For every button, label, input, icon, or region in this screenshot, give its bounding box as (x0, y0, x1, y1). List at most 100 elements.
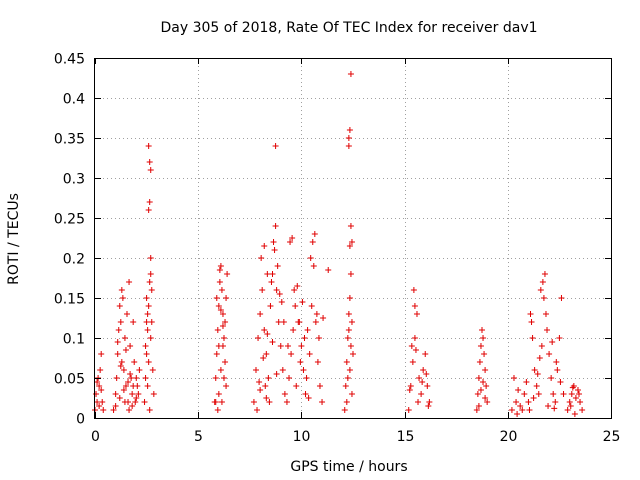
data-point (132, 399, 139, 405)
data-point (276, 291, 283, 297)
data-point (94, 379, 101, 385)
y-tick-label: 0.05 (54, 372, 85, 388)
data-point (147, 335, 154, 341)
data-point (529, 335, 536, 341)
data-point (544, 327, 551, 333)
data-point (409, 359, 416, 365)
data-point (127, 371, 134, 377)
data-point (141, 399, 148, 405)
y-tick-labels: 0 0.05 0.1 0.15 0.2 0.25 0.3 0.35 0.4 0.45 (54, 52, 85, 428)
data-point (147, 167, 154, 173)
data-point (411, 303, 418, 309)
data-point (406, 387, 413, 393)
data-point (309, 239, 316, 245)
data-point (348, 319, 355, 325)
data-point (571, 411, 578, 417)
data-point (320, 315, 327, 321)
data-point (481, 351, 488, 357)
data-point (473, 407, 480, 413)
data-point (474, 391, 481, 397)
data-point (281, 391, 288, 397)
data-point (212, 399, 219, 405)
data-point (482, 367, 489, 373)
data-point (545, 403, 552, 409)
y-tick-label: 0.15 (54, 292, 85, 308)
data-point (222, 359, 229, 365)
data-point (112, 391, 119, 397)
data-point (122, 347, 129, 353)
data-point (126, 279, 133, 285)
data-point (291, 287, 298, 293)
data-point (258, 255, 265, 261)
data-point (214, 407, 221, 413)
data-point (347, 223, 354, 229)
data-point (350, 351, 356, 357)
data-point (142, 375, 149, 381)
data-point (262, 383, 269, 389)
data-point (546, 351, 553, 357)
data-point (212, 375, 219, 381)
data-point (96, 383, 103, 389)
data-point (268, 279, 275, 285)
data-point (218, 399, 225, 405)
data-point (303, 375, 310, 381)
x-tick-label: 10 (293, 429, 311, 445)
data-point (217, 307, 224, 313)
data-point (110, 407, 117, 413)
data-point (341, 407, 348, 413)
data-point (269, 271, 276, 277)
data-point (311, 231, 318, 237)
data-point (122, 383, 129, 389)
axis-ticks (95, 58, 612, 419)
data-point (542, 311, 549, 317)
data-point (523, 379, 530, 385)
data-point (345, 311, 352, 317)
data-point (301, 335, 308, 341)
data-point (310, 263, 317, 269)
data-point (263, 351, 270, 357)
data-point (277, 343, 284, 349)
data-point (118, 287, 125, 293)
data-point (410, 287, 417, 293)
data-point (313, 311, 320, 317)
data-point (143, 351, 150, 357)
y-tick-label: 0.3 (63, 172, 85, 188)
data-point (346, 243, 353, 249)
data-point (287, 239, 294, 245)
data-point (217, 263, 224, 269)
data-point (426, 399, 433, 405)
data-point (567, 403, 574, 409)
data-point (346, 295, 353, 301)
data-point (221, 335, 227, 341)
data-point (307, 255, 314, 261)
data-point (123, 311, 130, 317)
data-point (577, 399, 584, 405)
data-point (343, 399, 350, 405)
data-point (257, 311, 264, 317)
data-point (483, 383, 490, 389)
data-point (477, 343, 484, 349)
data-point (308, 303, 315, 309)
data-point (315, 335, 322, 341)
data-point (347, 271, 354, 277)
data-point (213, 351, 220, 357)
data-point (222, 319, 229, 325)
data-point (116, 303, 123, 309)
data-point (424, 383, 431, 389)
x-axis-label: GPS time / hours (290, 459, 407, 475)
data-point (411, 335, 418, 341)
data-point (538, 343, 545, 349)
data-point (256, 379, 263, 385)
data-point (405, 407, 412, 413)
data-point (144, 311, 151, 317)
data-point (218, 287, 225, 293)
data-point (415, 399, 422, 405)
data-point (250, 399, 257, 405)
data-point (418, 391, 425, 397)
data-point (265, 375, 272, 381)
data-point (295, 319, 302, 325)
data-point (316, 383, 323, 389)
data-point (219, 323, 226, 329)
data-point (271, 247, 278, 253)
